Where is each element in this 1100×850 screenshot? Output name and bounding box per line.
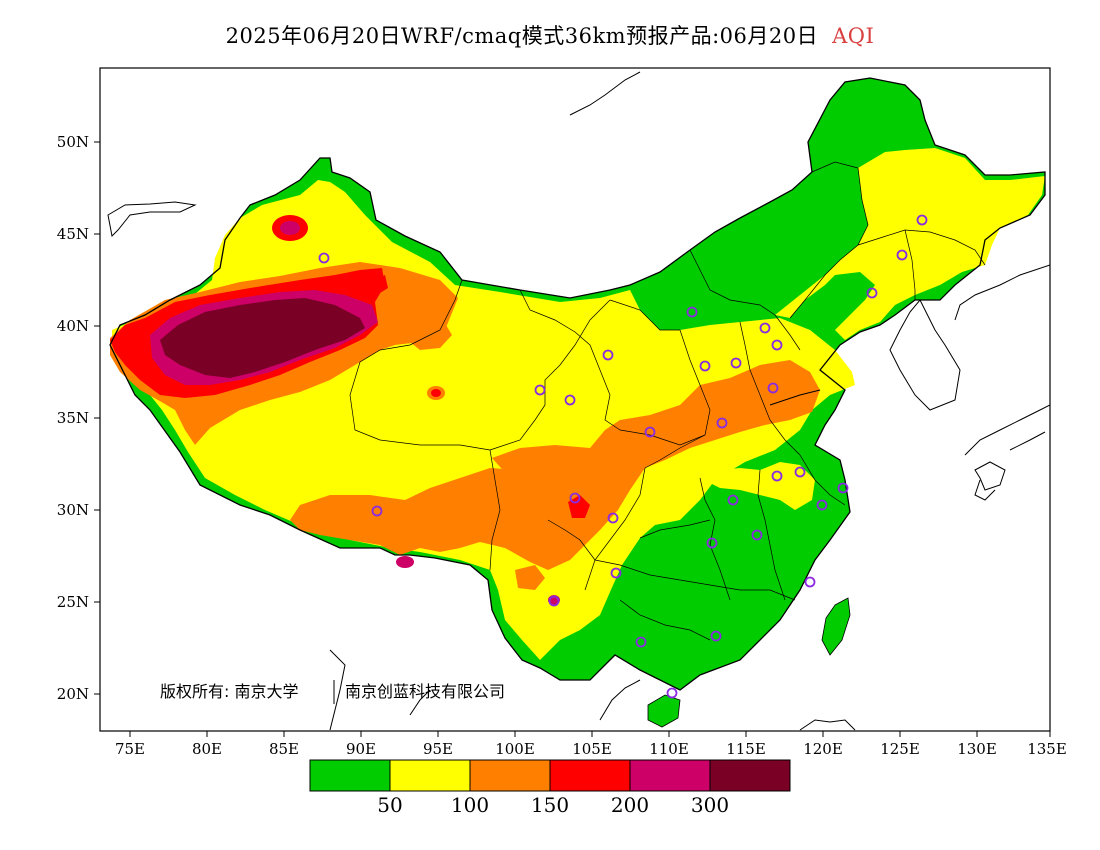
station-marker	[548, 595, 560, 607]
station-marker	[816, 499, 828, 511]
lat-label: 40N	[57, 317, 89, 335]
lat-label: 50N	[57, 133, 89, 151]
copyright-text-1: 版权所有: 南京大学	[160, 682, 298, 701]
aqi-region-orange-qinghai	[400, 302, 452, 350]
hainan-green	[647, 694, 681, 728]
lon-label: 85E	[269, 740, 299, 758]
lon-label: 100E	[495, 740, 535, 758]
colorbar-label: 300	[691, 793, 729, 817]
colorbar-label: 200	[611, 793, 649, 817]
station-marker	[371, 505, 383, 517]
colorbar-swatch	[389, 759, 471, 792]
station-marker	[710, 630, 722, 642]
station-marker	[751, 529, 763, 541]
lat-label: 25N	[57, 593, 89, 611]
colorbar-swatch	[549, 759, 631, 792]
lon-label: 80E	[192, 740, 222, 758]
hotspot-red-qaidam	[431, 389, 441, 397]
station-marker	[699, 360, 711, 372]
station-marker	[837, 482, 849, 494]
lat-label: 20N	[57, 685, 89, 703]
map-frame	[99, 67, 1051, 732]
lon-label: 125E	[880, 740, 920, 758]
station-marker	[706, 537, 718, 549]
taiwan-green	[821, 597, 851, 656]
title-main: 2025年06月20日WRF/cmaq模式36km预报产品:06月20日	[225, 24, 819, 48]
station-marker	[569, 492, 581, 504]
colorbar	[309, 759, 791, 792]
lon-label: 90E	[346, 740, 376, 758]
station-marker	[666, 687, 678, 699]
aqi-region-maroon	[160, 298, 365, 378]
copyright-text-2: 南京创蓝科技有限公司	[345, 682, 505, 701]
hotspot-magenta-karamay	[280, 221, 300, 235]
lon-label: 120E	[803, 740, 843, 758]
station-marker	[794, 466, 806, 478]
lon-label: 110E	[649, 740, 689, 758]
colorbar-label: 150	[531, 793, 569, 817]
station-marker	[607, 512, 619, 524]
title-variable: AQI	[832, 24, 875, 48]
station-marker	[602, 349, 614, 361]
lat-label: 45N	[57, 225, 89, 243]
station-marker	[866, 287, 878, 299]
lon-label: 95E	[423, 740, 453, 758]
lon-label: 105E	[572, 740, 612, 758]
map-area: 版权所有: 南京大学 南京创蓝科技有限公司	[107, 71, 1050, 731]
station-marker	[916, 214, 928, 226]
hotspot-magenta-south-tibet	[396, 556, 414, 568]
lon-label: 75E	[115, 740, 145, 758]
coastlines-outside	[107, 71, 1050, 731]
station-marker	[771, 339, 783, 351]
station-marker	[644, 426, 656, 438]
lat-label: 35N	[57, 409, 89, 427]
colorbar-swatch	[309, 759, 391, 792]
station-marker	[635, 636, 647, 648]
station-marker	[716, 417, 728, 429]
map-title: 2025年06月20日WRF/cmaq模式36km预报产品:06月20日 AQI	[0, 20, 1100, 50]
aqi-region-orange-tibet	[290, 468, 600, 570]
stations	[318, 214, 928, 699]
aqi-region-red-north	[352, 275, 388, 300]
lon-label: 135E	[1027, 740, 1067, 758]
lat-label: 30N	[57, 501, 89, 519]
station-marker	[759, 322, 771, 334]
colorbar-swatch	[709, 759, 791, 792]
station-marker	[730, 357, 742, 369]
station-marker	[534, 384, 546, 396]
station-marker	[610, 567, 622, 579]
colorbar-swatch	[629, 759, 711, 792]
colorbar-swatch	[469, 759, 551, 792]
colorbar-label: 50	[377, 793, 402, 817]
station-marker	[767, 382, 779, 394]
aqi-region-orange-sc	[515, 565, 545, 590]
aqi-region-red-sichuan	[568, 495, 590, 518]
station-marker	[804, 576, 816, 588]
lon-label: 115E	[726, 740, 766, 758]
china-border	[109, 77, 1046, 691]
lat-axis	[94, 141, 100, 695]
lon-axis	[129, 731, 1051, 737]
lon-label: 130E	[957, 740, 997, 758]
station-marker	[564, 394, 576, 406]
station-marker	[686, 306, 698, 318]
station-marker	[318, 252, 330, 264]
station-marker	[727, 494, 739, 506]
aqi-region-yellow-northeast	[775, 148, 1045, 340]
station-marker	[896, 249, 908, 261]
colorbar-label: 100	[451, 793, 489, 817]
station-marker	[771, 470, 783, 482]
aqi-region-yellow-se	[700, 462, 815, 510]
